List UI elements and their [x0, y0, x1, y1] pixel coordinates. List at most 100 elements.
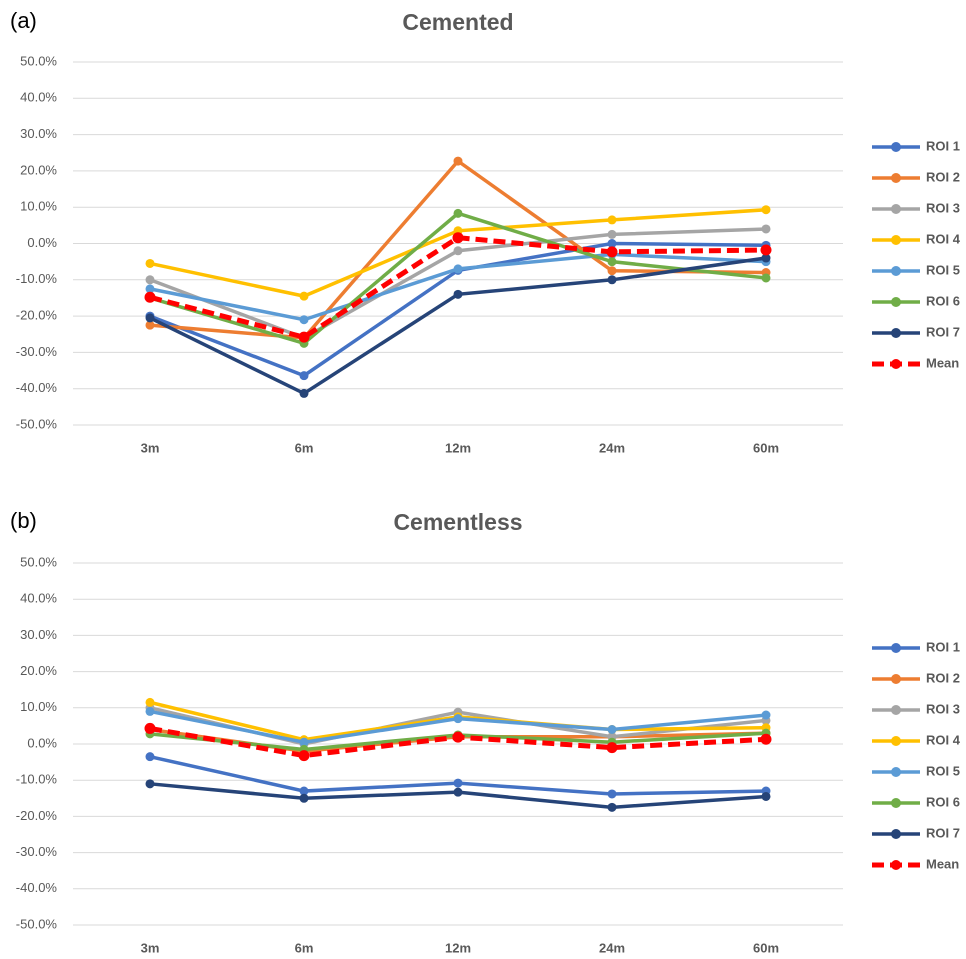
legend-label: ROI 1 — [926, 138, 960, 153]
point — [144, 722, 156, 734]
point — [453, 787, 463, 797]
legend-label: ROI 4 — [926, 231, 961, 246]
x-tick-label: 6m — [295, 440, 314, 455]
point — [145, 284, 155, 294]
y-tick-label: -40.0% — [16, 880, 58, 895]
point — [145, 779, 155, 789]
panel-label: (b) — [10, 508, 37, 533]
point — [761, 224, 771, 234]
legend-label: ROI 4 — [926, 732, 961, 747]
y-tick-label: -30.0% — [16, 344, 58, 359]
point — [144, 291, 156, 303]
point — [299, 737, 309, 747]
x-tick-label: 60m — [753, 440, 779, 455]
legend-marker — [891, 173, 901, 183]
point — [453, 208, 463, 218]
legend-marker — [891, 266, 901, 276]
point — [761, 710, 771, 720]
legend-marker — [891, 359, 901, 369]
point — [606, 246, 618, 258]
point — [607, 257, 617, 267]
legend-marker — [891, 736, 901, 746]
point — [299, 786, 309, 796]
point — [760, 244, 772, 256]
legend-label: ROI 2 — [926, 169, 960, 184]
chart: (b) Cementless -50.0% -40.0% -30.0% -20.0% -10… — [10, 508, 961, 956]
point — [145, 752, 155, 762]
point — [761, 791, 771, 801]
point — [145, 275, 155, 285]
legend-marker — [891, 798, 901, 808]
point — [145, 706, 155, 716]
point — [298, 331, 310, 343]
point — [452, 232, 464, 244]
legend-label: ROI 5 — [926, 763, 960, 778]
point — [453, 714, 463, 724]
legend-marker — [891, 643, 901, 653]
point — [607, 229, 617, 239]
legend-marker — [891, 767, 901, 777]
legend-marker — [891, 204, 901, 214]
chart: (a) Cemented -50.0% -40.0% -30.0% -20.0% -10.0… — [10, 8, 961, 456]
legend-label: Mean — [926, 856, 959, 871]
point — [453, 264, 463, 274]
point — [145, 320, 155, 330]
legend-marker — [891, 829, 901, 839]
legend-label: ROI 3 — [926, 200, 960, 215]
y-tick-label: -20.0% — [16, 308, 58, 323]
point — [145, 697, 155, 707]
legend-marker — [891, 674, 901, 684]
y-tick-label: 10.0% — [20, 699, 57, 714]
legend-label: ROI 5 — [926, 262, 960, 277]
point — [607, 215, 617, 225]
point — [607, 802, 617, 812]
panel-label: (a) — [10, 8, 37, 33]
legend-marker — [891, 860, 901, 870]
y-tick-label: -30.0% — [16, 844, 58, 859]
x-tick-label: 24m — [599, 440, 625, 455]
point — [761, 253, 771, 263]
legend-marker — [891, 297, 901, 307]
legend-marker — [891, 235, 901, 245]
legend-label: ROI 3 — [926, 701, 960, 716]
y-tick-label: -10.0% — [16, 271, 58, 286]
point — [299, 315, 309, 325]
legend-label: ROI 1 — [926, 639, 960, 654]
point — [761, 205, 771, 215]
point — [299, 291, 309, 301]
point — [607, 266, 617, 276]
point — [299, 793, 309, 803]
point — [761, 273, 771, 283]
y-tick-label: 20.0% — [20, 663, 57, 678]
y-tick-label: -50.0% — [16, 416, 58, 431]
point — [452, 731, 464, 743]
x-tick-label: 60m — [753, 940, 779, 955]
legend-label: Mean — [926, 355, 959, 370]
point — [760, 733, 772, 745]
point — [299, 388, 309, 398]
y-tick-label: -10.0% — [16, 772, 58, 787]
chart-title: Cemented — [402, 9, 513, 35]
y-tick-label: 0.0% — [27, 735, 57, 750]
x-tick-label: 6m — [295, 940, 314, 955]
legend-label: ROI 6 — [926, 794, 960, 809]
legend-marker — [891, 705, 901, 715]
y-tick-label: 50.0% — [20, 554, 57, 569]
chart-title: Cementless — [393, 509, 522, 535]
y-tick-label: -20.0% — [16, 808, 58, 823]
point — [607, 275, 617, 285]
point — [145, 313, 155, 323]
legend-label: ROI 6 — [926, 293, 960, 308]
x-tick-label: 3m — [141, 940, 160, 955]
point — [453, 156, 463, 166]
point — [453, 246, 463, 256]
x-tick-label: 12m — [445, 440, 471, 455]
y-tick-label: 30.0% — [20, 627, 57, 642]
legend-label: ROI 7 — [926, 825, 960, 840]
x-tick-label: 24m — [599, 940, 625, 955]
point — [607, 239, 617, 248]
legend-label: ROI 7 — [926, 324, 960, 339]
y-tick-label: -40.0% — [16, 380, 58, 395]
